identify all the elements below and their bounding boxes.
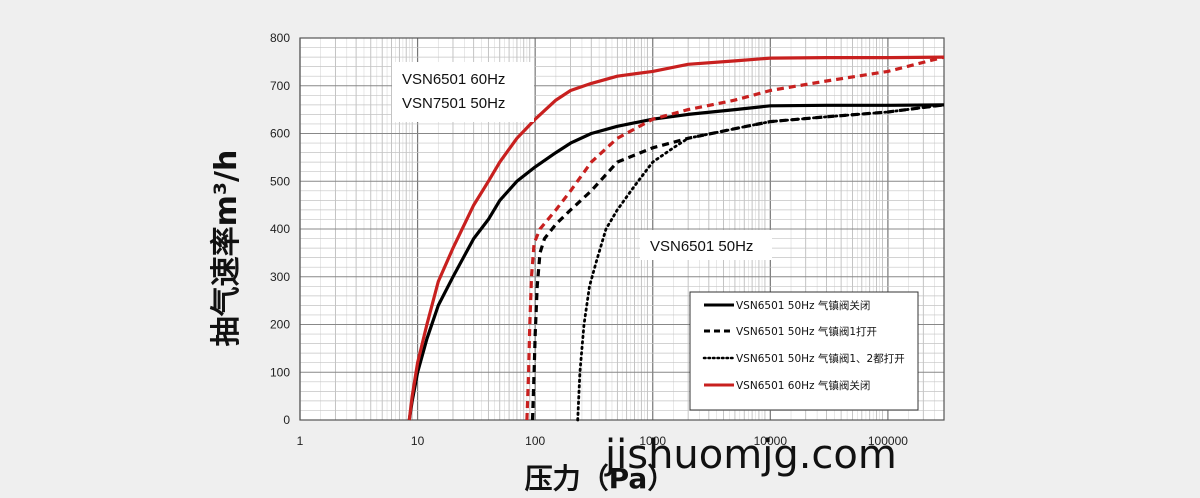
series-line-4 — [525, 55, 945, 421]
series-line-3 — [407, 55, 945, 421]
legend-item-0: VSN6501 50Hz 气镇阀关闭 — [736, 299, 870, 312]
legend-item-3: VSN6501 60Hz 气镇阀关闭 — [736, 379, 870, 392]
y-axis-label: 抽气速率m³/h — [209, 150, 244, 347]
y-tick-label: 0 — [283, 413, 290, 427]
x-tick-label: 1 — [297, 434, 304, 448]
series-layer — [407, 55, 946, 422]
annotation-50hz-line1: VSN6501 50Hz — [650, 238, 753, 255]
watermark: jishuomjg.com — [604, 432, 897, 478]
y-tick-label: 400 — [270, 222, 290, 236]
legend-item-2: VSN6501 50Hz 气镇阀1、2都打开 — [736, 352, 905, 365]
plot-frame — [299, 37, 945, 421]
x-tick-label: 10000 — [754, 434, 788, 448]
legend-box — [689, 291, 919, 411]
y-tick-label: 700 — [270, 79, 290, 93]
y-tick-label: 800 — [270, 31, 290, 45]
x-tick-label: 100 — [525, 434, 545, 448]
legend: VSN6501 50Hz 气镇阀关闭 VSN6501 50Hz 气镇阀1打开 V… — [689, 291, 919, 411]
legend-item-1: VSN6501 50Hz 气镇阀1打开 — [736, 325, 877, 338]
axes: 0 100 200 300 400 500 600 700 800 1 10 100 1000 10000… — [270, 31, 945, 448]
y-tick-label: 200 — [270, 318, 290, 332]
y-tick-label: 300 — [270, 270, 290, 284]
x-tick-label: 100000 — [868, 434, 908, 448]
annotation-50hz: VSN6501 50Hz — [640, 230, 772, 260]
y-tick-label: 600 — [270, 127, 290, 141]
x-tick-label: 1000 — [639, 434, 666, 448]
x-tick-label: 10 — [411, 434, 425, 448]
series-line-2 — [576, 103, 946, 422]
annotation-60hz: VSN6501 60Hz VSN7501 50Hz — [392, 62, 534, 122]
y-tick-label: 500 — [270, 174, 290, 188]
series-line-0 — [407, 103, 945, 421]
annotation-60hz-line2: VSN7501 50Hz — [402, 95, 505, 112]
annotation-60hz-line1: VSN6501 60Hz — [402, 71, 505, 88]
y-tick-label: 100 — [270, 365, 290, 379]
x-axis-label: 压力（Pa） — [525, 462, 676, 495]
